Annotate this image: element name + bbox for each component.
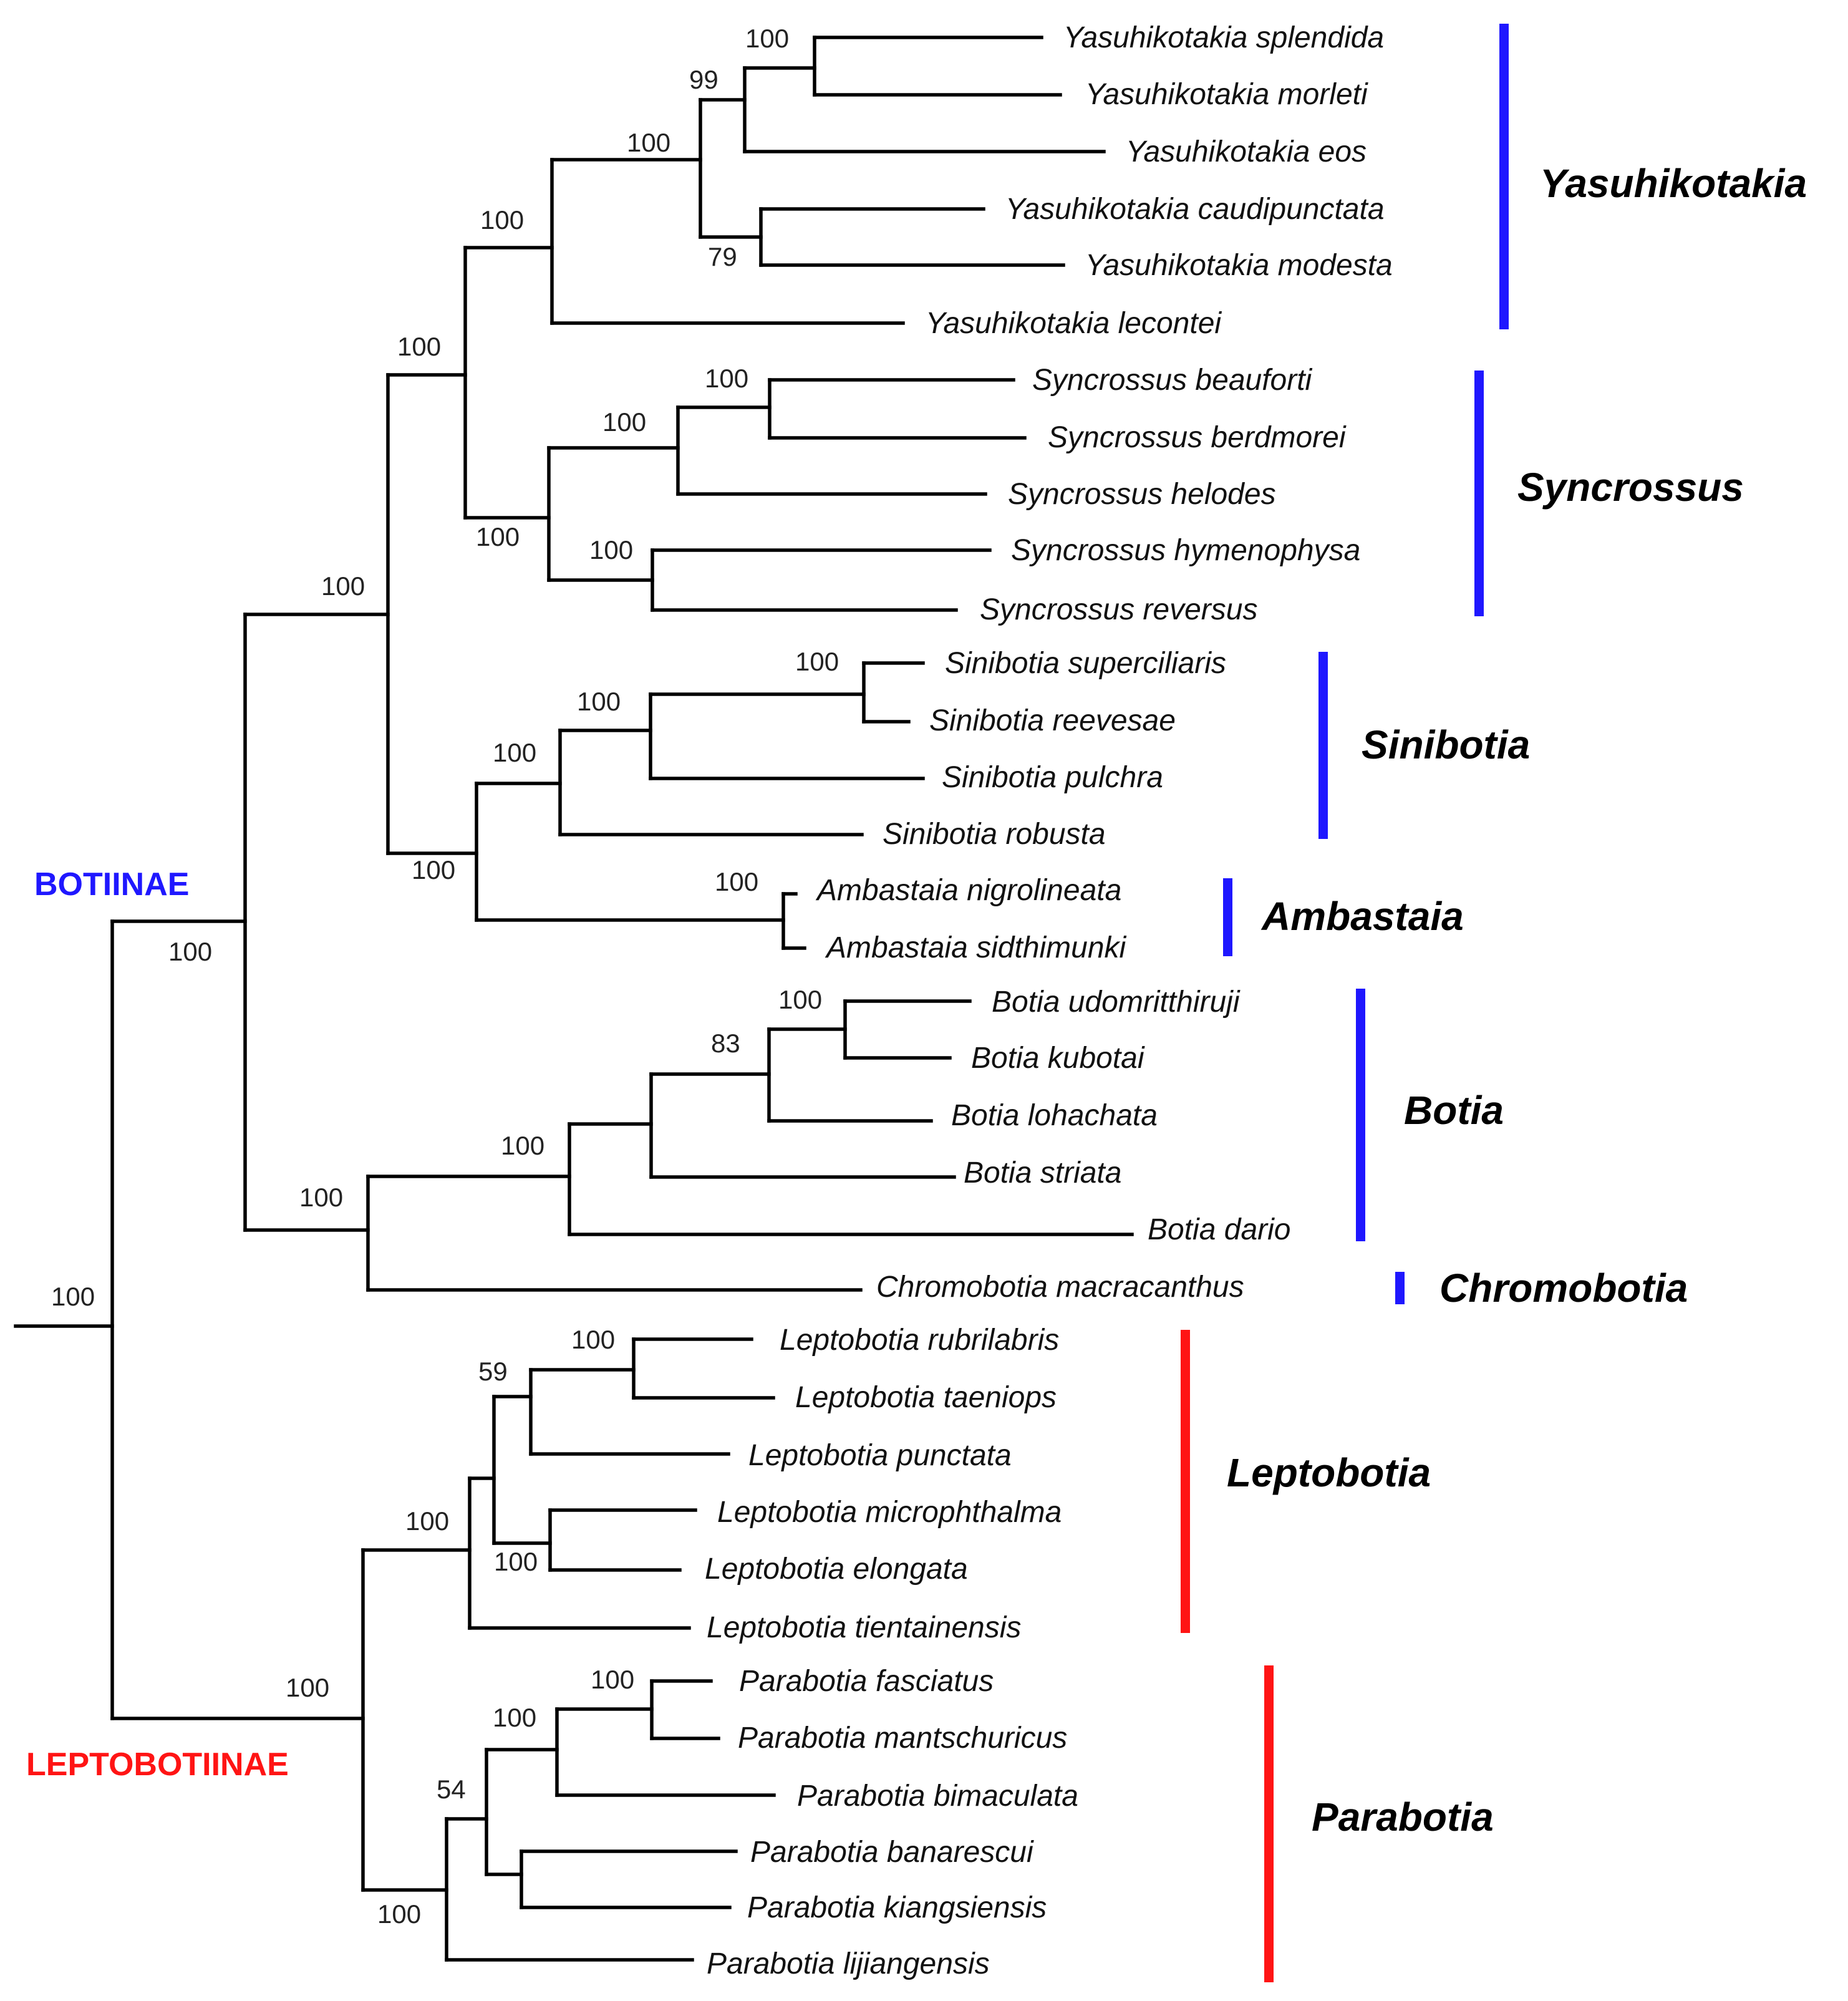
- support-label: 100: [476, 522, 520, 551]
- support-label: 83: [711, 1029, 740, 1058]
- taxon-label: Syncrossus reversus: [980, 593, 1257, 626]
- clade-bar-parabotia: [1264, 1665, 1274, 1982]
- taxon-label: Syncrossus hymenophysa: [1011, 534, 1360, 567]
- support-label: 100: [493, 738, 536, 767]
- taxon-label: Syncrossus beauforti: [1032, 364, 1313, 397]
- support-label: 100: [377, 1899, 421, 1929]
- clade-bars: [1181, 24, 1509, 1982]
- support-label: 100: [589, 535, 633, 564]
- support-label: 100: [571, 1325, 615, 1354]
- taxon-label: Sinibotia reevesae: [929, 704, 1176, 737]
- taxon-label: Parabotia mantschuricus: [738, 1722, 1067, 1755]
- taxon-label: Leptobotia taeniops: [795, 1381, 1057, 1414]
- genus-labels: Yasuhikotakia Syncrossus Sinibotia Ambas…: [1227, 161, 1807, 1839]
- taxon-label: Syncrossus berdmorei: [1048, 421, 1347, 454]
- support-label: 100: [321, 571, 365, 601]
- taxon-label: Yasuhikotakia lecontei: [926, 307, 1222, 340]
- taxon-label: Parabotia bimaculata: [797, 1780, 1078, 1813]
- subfamily-label-leptobotiinae: LEPTOBOTIINAE: [26, 1747, 289, 1783]
- genus-label-ambastaia: Ambastaia: [1260, 894, 1464, 939]
- support-label: 100: [705, 364, 748, 393]
- support-label: 99: [689, 65, 718, 94]
- support-label: 100: [795, 647, 839, 676]
- taxon-label: Chromobotia macracanthus: [876, 1271, 1244, 1304]
- taxon-label: Parabotia fasciatus: [739, 1665, 994, 1698]
- genus-label-syncrossus: Syncrossus: [1517, 465, 1744, 510]
- taxon-label: Leptobotia microphthalma: [717, 1496, 1062, 1529]
- tree-branches: [14, 36, 1134, 1962]
- support-label: 54: [437, 1775, 466, 1804]
- taxon-label: Yasuhikotakia eos: [1126, 135, 1367, 168]
- genus-label-parabotia: Parabotia: [1312, 1795, 1494, 1839]
- taxon-label: Ambastaia nigrolineata: [815, 874, 1121, 907]
- genus-label-chromobotia: Chromobotia: [1439, 1266, 1688, 1311]
- support-label: 100: [591, 1665, 634, 1694]
- support-label: 100: [715, 867, 758, 896]
- subfamily-labels: BOTIINAE LEPTOBOTIINAE: [26, 866, 289, 1783]
- support-label: 100: [494, 1547, 538, 1576]
- taxon-label: Leptobotia elongata: [705, 1553, 968, 1586]
- support-label: 100: [627, 128, 670, 157]
- genus-label-yasuhikotakia: Yasuhikotakia: [1540, 161, 1807, 206]
- subfamily-label-botiinae: BOTIINAE: [34, 866, 189, 903]
- clade-bar-leptobotia: [1181, 1330, 1190, 1633]
- support-label: 100: [299, 1183, 343, 1212]
- support-label: 100: [745, 24, 789, 53]
- clade-bar-ambastaia: [1223, 878, 1232, 956]
- genus-label-botia: Botia: [1404, 1088, 1504, 1133]
- support-label: 100: [405, 1506, 449, 1536]
- taxon-label: Syncrossus helodes: [1008, 478, 1276, 511]
- taxon-label: Yasuhikotakia splendida: [1063, 21, 1384, 54]
- support-label: 100: [501, 1131, 544, 1160]
- taxon-label: Sinibotia pulchra: [942, 761, 1163, 794]
- taxon-label: Botia kubotai: [971, 1042, 1145, 1075]
- support-values: 100 100 100 100 100 100 99 100 79 100 10…: [51, 24, 839, 1929]
- support-label: 79: [708, 242, 737, 271]
- support-label: 100: [602, 407, 646, 437]
- taxon-label: Sinibotia robusta: [883, 818, 1106, 851]
- taxon-label: Yasuhikotakia morleti: [1085, 78, 1368, 111]
- clade-bar-chromobotia: [1395, 1272, 1405, 1304]
- taxon-label: Yasuhikotakia modesta: [1085, 249, 1393, 282]
- support-label: 100: [168, 937, 212, 966]
- genus-label-leptobotia: Leptobotia: [1227, 1450, 1431, 1495]
- clade-bar-yasuhikotakia: [1499, 24, 1509, 329]
- support-label: 100: [286, 1673, 329, 1702]
- taxon-label: Leptobotia punctata: [748, 1439, 1012, 1472]
- taxon-label: Parabotia lijiangensis: [707, 1947, 990, 1980]
- taxon-label: Sinibotia superciliaris: [945, 647, 1226, 680]
- taxon-label: Leptobotia rubrilabris: [780, 1324, 1059, 1357]
- genus-label-sinibotia: Sinibotia: [1362, 722, 1530, 767]
- support-label: 100: [493, 1703, 536, 1732]
- taxon-label: Parabotia banarescui: [750, 1836, 1034, 1869]
- taxon-label: Yasuhikotakia caudipunctata: [1005, 193, 1385, 226]
- taxon-label: Botia udomritthiruji: [992, 986, 1241, 1019]
- taxon-label: Parabotia kiangsiensis: [747, 1891, 1047, 1924]
- support-label: 100: [51, 1282, 95, 1311]
- taxon-label: Botia lohachata: [951, 1099, 1158, 1132]
- support-label: 100: [480, 205, 524, 235]
- taxon-labels: Yasuhikotakia splendida Yasuhikotakia mo…: [705, 21, 1393, 1980]
- support-label: 100: [412, 855, 455, 884]
- support-label: 100: [577, 687, 621, 716]
- taxon-label: Ambastaia sidthimunki: [825, 931, 1127, 964]
- clade-bar-sinibotia: [1318, 652, 1328, 839]
- clade-bar-syncrossus: [1474, 371, 1484, 616]
- taxon-label: Botia dario: [1148, 1213, 1290, 1246]
- support-label: 100: [397, 332, 441, 361]
- taxon-label: Leptobotia tientainensis: [707, 1611, 1021, 1644]
- clade-bar-botia: [1356, 989, 1365, 1241]
- support-label: 100: [778, 985, 822, 1014]
- support-label: 59: [478, 1357, 508, 1386]
- taxon-label: Botia striata: [964, 1156, 1121, 1189]
